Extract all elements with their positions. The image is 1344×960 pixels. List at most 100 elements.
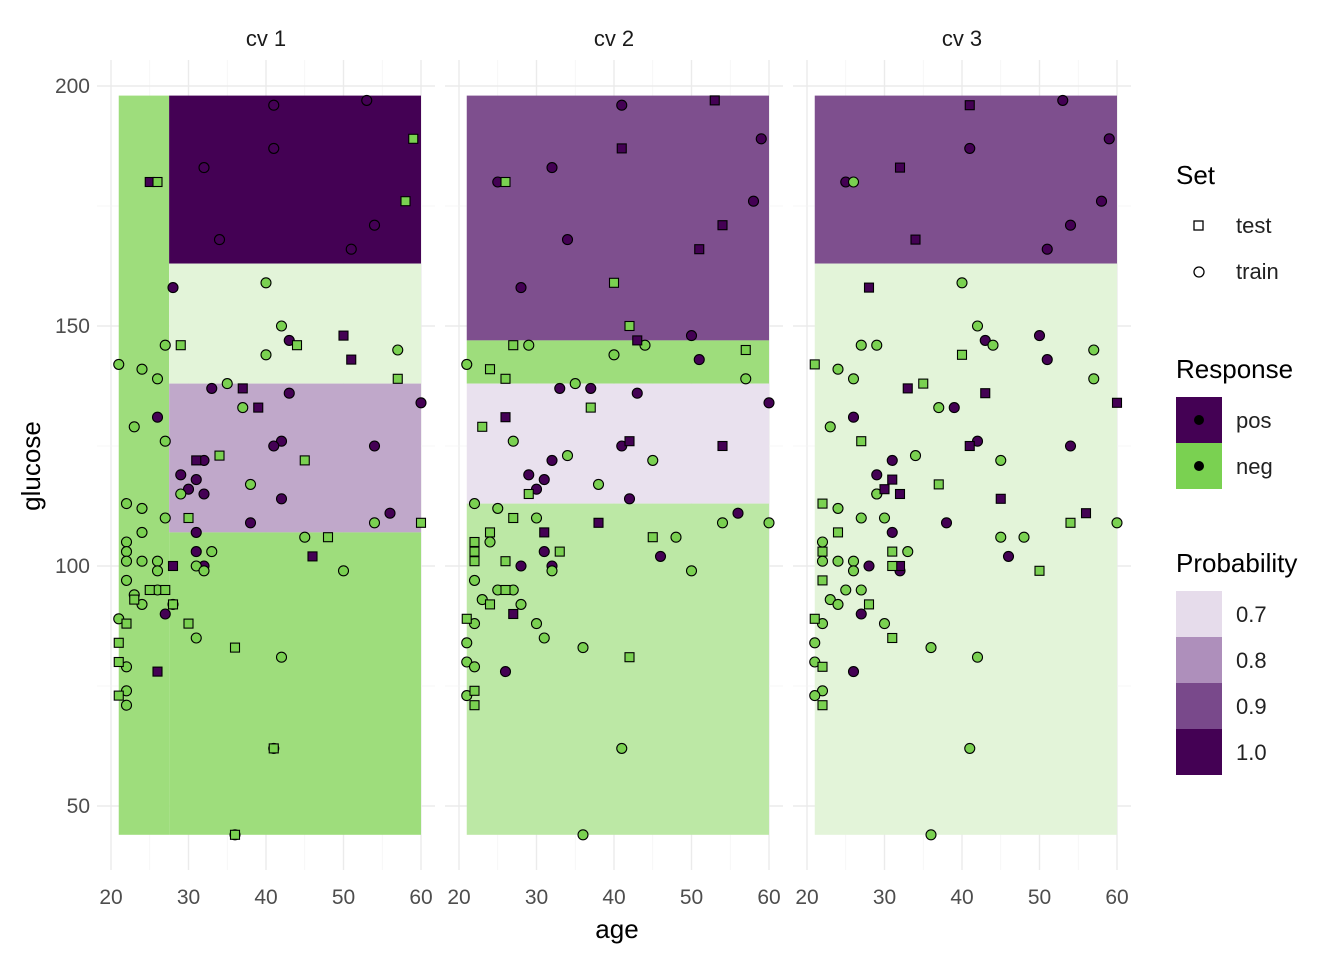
- train-point: [538, 474, 550, 486]
- test-point: [647, 532, 658, 543]
- test-point: [817, 661, 828, 672]
- y-tick-label: 150: [55, 315, 90, 338]
- train-point: [1002, 550, 1015, 562]
- train-point: [468, 661, 481, 673]
- train-point: [206, 382, 218, 394]
- train-point: [275, 651, 288, 663]
- test-point: [191, 455, 202, 466]
- train-point: [120, 536, 133, 548]
- x-tick-label: 60: [1105, 886, 1128, 909]
- train-point: [832, 555, 844, 567]
- train-point: [546, 565, 558, 577]
- train-point: [616, 99, 628, 111]
- train-point: [840, 584, 852, 596]
- y-tick-label: 100: [55, 555, 90, 578]
- facet-1: cv 1 20 30 40 50 60: [97, 26, 435, 909]
- test-point: [832, 527, 844, 538]
- train-point: [878, 618, 891, 630]
- train-point: [468, 498, 481, 510]
- test-point: [113, 656, 124, 668]
- legend-probability-10-label: 1.0: [1236, 740, 1267, 765]
- test-point: [1065, 517, 1076, 528]
- probability-region: [814, 95, 1117, 264]
- x-tick-label: 20: [447, 886, 470, 909]
- train-point: [561, 234, 574, 246]
- train-point: [832, 502, 844, 514]
- train-point: [268, 440, 280, 452]
- legend-probability-09-label: 0.9: [1236, 694, 1267, 719]
- train-point: [244, 517, 257, 529]
- test-point: [129, 594, 140, 605]
- test-point: [484, 599, 496, 610]
- train-point: [268, 142, 280, 154]
- train-point: [964, 742, 976, 754]
- train-point: [1064, 219, 1077, 231]
- train-point: [577, 829, 589, 841]
- test-point: [484, 364, 496, 375]
- train-point: [283, 387, 295, 399]
- test-point: [469, 556, 480, 567]
- train-point: [1088, 373, 1100, 385]
- probability-region: [169, 95, 421, 264]
- train-point: [1111, 517, 1123, 529]
- test-point: [709, 95, 720, 106]
- train-point: [585, 382, 597, 394]
- train-point: [577, 642, 589, 654]
- train-point: [159, 435, 171, 447]
- test-point: [183, 618, 194, 629]
- train-point: [1041, 354, 1053, 366]
- train-point: [816, 536, 829, 548]
- train-point: [221, 378, 233, 390]
- test-point: [307, 551, 318, 562]
- test-point: [500, 373, 511, 384]
- train-point: [902, 546, 914, 558]
- train-point: [871, 339, 883, 351]
- facet-label: cv 1: [246, 26, 286, 51]
- test-point: [887, 632, 898, 644]
- train-point: [1064, 440, 1077, 452]
- legend-probability-07-label: 0.7: [1236, 602, 1267, 627]
- train-point: [151, 373, 164, 385]
- train-point: [755, 133, 767, 145]
- train-point: [847, 176, 860, 188]
- train-point: [832, 598, 844, 610]
- train-point: [128, 421, 140, 433]
- train-point: [237, 402, 249, 414]
- train-point: [530, 618, 543, 630]
- legend-set-title: Set: [1176, 160, 1216, 190]
- test-point: [740, 344, 751, 356]
- x-tick-label: 30: [873, 886, 896, 909]
- train-point: [484, 536, 496, 548]
- train-point: [492, 502, 504, 514]
- train-point: [190, 474, 202, 486]
- test-point: [624, 652, 635, 663]
- test-point: [809, 613, 820, 624]
- test-point: [863, 599, 875, 610]
- x-tick-label: 60: [757, 886, 780, 909]
- train-point: [368, 440, 381, 452]
- legend-set-train-label: train: [1236, 259, 1279, 284]
- train-point: [855, 584, 867, 596]
- test-point: [817, 498, 828, 509]
- test-point: [856, 436, 867, 447]
- test-point: [624, 320, 635, 332]
- train-point: [847, 411, 860, 423]
- train-point: [461, 358, 473, 370]
- test-point: [593, 517, 604, 528]
- test-point: [299, 455, 310, 466]
- facet-2: cv 2 20 30 40 50 60: [445, 26, 783, 909]
- test-point: [461, 613, 472, 624]
- test-point: [863, 282, 875, 293]
- test-point: [229, 642, 241, 653]
- train-point: [886, 526, 898, 538]
- train-point: [538, 546, 550, 558]
- test-point: [392, 373, 403, 384]
- train-point: [190, 632, 202, 644]
- train-point: [136, 555, 148, 567]
- train-point: [940, 517, 953, 529]
- train-point: [275, 493, 288, 505]
- test-point: [214, 450, 225, 461]
- train-point: [530, 512, 543, 524]
- train-point: [693, 354, 705, 366]
- test-point: [160, 584, 171, 596]
